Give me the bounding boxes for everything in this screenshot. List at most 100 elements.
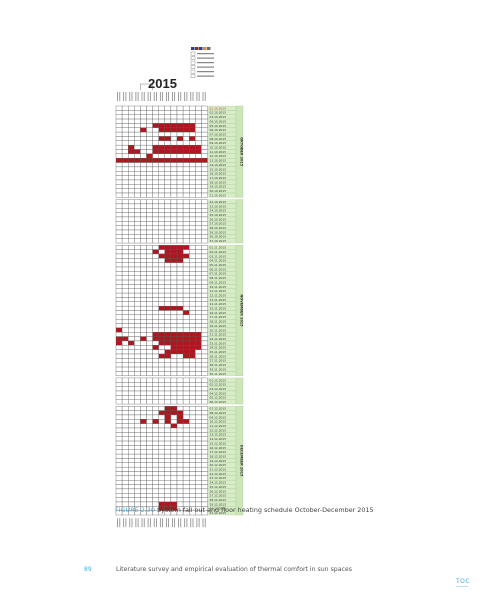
schedule-cell (176, 118, 184, 124)
schedule-cell (182, 471, 190, 477)
schedule-cell (195, 390, 202, 396)
schedule-cell (176, 271, 184, 276)
schedule-cell (189, 382, 196, 387)
schedule-cell (189, 234, 196, 239)
schedule-cell (128, 297, 135, 302)
schedule-cell (189, 127, 196, 133)
schedule-cell (121, 271, 129, 276)
schedule-cell (201, 419, 208, 424)
schedule-cell (189, 362, 196, 368)
schedule-cell (115, 271, 123, 276)
schedule-cell (121, 258, 129, 263)
date-label: 24.10.2015 (210, 209, 227, 213)
schedule-cell (146, 171, 153, 176)
schedule-cell (128, 371, 135, 376)
schedule-cell (182, 149, 190, 155)
schedule-cell (115, 234, 123, 239)
schedule-cell (115, 419, 123, 424)
schedule-cell (170, 386, 178, 392)
date-label: 07.10.2015 (210, 132, 227, 136)
schedule-cell (195, 221, 202, 226)
schedule-cell (189, 221, 196, 226)
schedule-cell (164, 310, 172, 316)
schedule-cell (170, 323, 178, 329)
schedule-cell (115, 480, 123, 485)
schedule-cell (189, 484, 196, 490)
schedule-cell (170, 297, 178, 302)
page-number: 89 (84, 566, 92, 573)
schedule-cell (195, 131, 202, 137)
schedule-cell (201, 253, 208, 259)
schedule-cell (134, 238, 141, 244)
schedule-cell (146, 253, 153, 259)
date-label: 16.10.2015 (210, 172, 227, 176)
schedule-cell (152, 131, 159, 137)
schedule-cell (121, 123, 129, 128)
schedule-cell (115, 410, 123, 416)
schedule-cell (176, 171, 184, 176)
schedule-cell (189, 453, 196, 459)
schedule-cell (201, 390, 208, 396)
schedule-cell (158, 436, 165, 442)
schedule-cell (170, 366, 178, 372)
schedule-cell (170, 158, 178, 163)
schedule-cell (164, 480, 172, 485)
schedule-cell (115, 336, 123, 342)
schedule-cell (182, 262, 190, 268)
schedule-cell (146, 105, 153, 111)
schedule-cell (152, 258, 159, 263)
schedule-cell (195, 153, 202, 159)
schedule-cell (146, 238, 153, 244)
toc-link[interactable]: TOC (456, 578, 471, 585)
schedule-cell (201, 510, 208, 516)
schedule-cell (164, 208, 172, 213)
schedule-cell (195, 140, 202, 146)
schedule-cell (158, 305, 165, 311)
schedule-cell (182, 319, 190, 324)
schedule-cell (134, 110, 141, 115)
schedule-cell (176, 445, 184, 450)
schedule-cell (121, 238, 129, 244)
schedule-cell (134, 353, 141, 359)
schedule-cell (134, 305, 141, 311)
schedule-cell (176, 453, 184, 459)
schedule-cell (134, 153, 141, 159)
schedule-cell (164, 345, 172, 350)
schedule-cell (164, 382, 172, 387)
schedule-cell (152, 336, 159, 342)
schedule-cell (140, 184, 147, 189)
legend-row-box (190, 60, 196, 65)
schedule-cell (128, 366, 135, 372)
schedule-cell (121, 366, 129, 372)
schedule-cell (115, 158, 123, 163)
schedule-cell (158, 221, 165, 226)
schedule-cell (121, 480, 129, 485)
schedule-cell (115, 105, 123, 111)
schedule-cell (176, 332, 184, 337)
schedule-cell (176, 297, 184, 302)
schedule-cell (170, 358, 178, 363)
schedule-cell (164, 253, 172, 259)
schedule-cell (140, 225, 147, 231)
schedule-cell (134, 188, 141, 194)
schedule-cell (115, 279, 123, 285)
date-label: 17.10.2015 (210, 176, 227, 180)
schedule-cell (164, 179, 172, 185)
schedule-cell (176, 349, 184, 355)
schedule-cell (121, 493, 129, 498)
schedule-cell (189, 462, 196, 468)
schedule-cell (115, 249, 123, 255)
schedule-cell (115, 345, 123, 350)
schedule-cell (182, 449, 190, 455)
schedule-cell (121, 262, 129, 268)
schedule-cell (195, 166, 202, 172)
schedule-cell (164, 488, 172, 494)
schedule-cell (121, 488, 129, 494)
schedule-cell (195, 105, 202, 111)
schedule-cell (201, 127, 208, 133)
schedule-cell (115, 366, 123, 372)
schedule-cell (158, 319, 165, 324)
schedule-cell (195, 414, 202, 420)
schedule-cell (121, 399, 129, 405)
schedule-cell (121, 292, 129, 298)
